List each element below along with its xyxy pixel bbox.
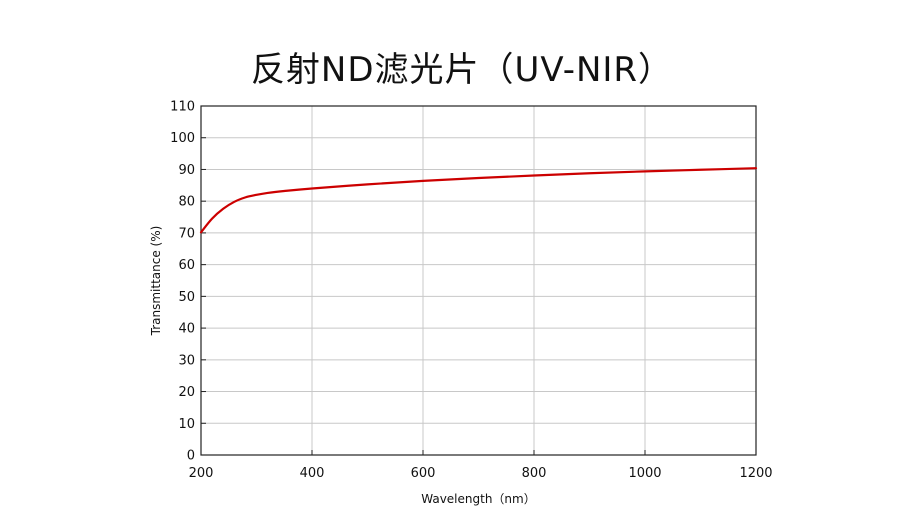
y-tick-label: 20: [178, 385, 195, 400]
plot-frame: [200, 105, 757, 456]
x-tick-label: 800: [522, 466, 547, 481]
grid-lines: [201, 106, 756, 455]
x-tick-label: 600: [411, 466, 436, 481]
y-tick-label: 90: [178, 163, 195, 178]
y-axis-label: Transmittance (%): [149, 226, 163, 337]
y-tick-label: 80: [178, 195, 195, 210]
y-tick-label: 60: [178, 258, 195, 273]
y-tick-label: 110: [170, 100, 195, 115]
chart-title: 反射ND滤光片（UV-NIR）: [250, 50, 674, 90]
series-line: [199, 167, 758, 234]
series-group: [199, 167, 758, 234]
y-tick-label: 50: [178, 290, 195, 305]
y-tick-label: 100: [170, 131, 195, 146]
x-tick-label: 1200: [739, 466, 772, 481]
y-tick-label: 30: [178, 353, 195, 368]
x-axis-label: Wavelength（nm）: [421, 492, 535, 506]
x-tick-label: 200: [189, 466, 214, 481]
y-axis: 0 10 20 30 40 50 60 70 80 90 100 110: [170, 100, 206, 464]
x-axis: 200 400 600 800 1000 1200: [189, 450, 773, 481]
y-tick-label: 40: [178, 322, 195, 337]
x-tick-label: 1000: [628, 466, 661, 481]
y-tick-label: 70: [178, 226, 195, 241]
x-tick-label: 400: [300, 466, 325, 481]
y-tick-label: 0: [187, 449, 195, 464]
y-tick-label: 10: [178, 417, 195, 432]
